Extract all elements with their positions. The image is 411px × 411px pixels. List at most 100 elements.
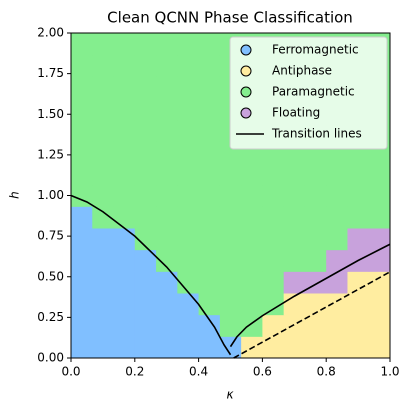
phase-cell <box>71 228 93 251</box>
phase-cell <box>347 206 370 229</box>
phase-cell <box>177 33 200 56</box>
phase-cell <box>156 76 178 99</box>
y-tick-label: 1.50 <box>37 107 64 121</box>
phase-cell <box>219 228 242 251</box>
phase-cell <box>113 293 136 316</box>
phase-cell <box>283 249 306 272</box>
phase-cell <box>92 336 115 359</box>
transition-line <box>229 243 391 348</box>
phase-cell <box>283 163 306 186</box>
phase-cell <box>71 76 93 99</box>
x-tick-label: 0.8 <box>317 365 336 379</box>
phase-cell <box>368 293 391 316</box>
phase-cell <box>198 249 221 272</box>
legend-marker <box>240 65 252 77</box>
y-tick-label: 0.25 <box>37 310 64 324</box>
phase-cell <box>113 98 136 121</box>
phase-cell <box>113 271 136 294</box>
phase-cell <box>113 141 136 164</box>
y-tick-label: 0.75 <box>37 229 64 243</box>
phase-cell <box>177 141 200 164</box>
phase-cell <box>347 163 370 186</box>
phase-cell <box>304 163 327 186</box>
x-tick-label: 0.2 <box>125 365 144 379</box>
phase-cell <box>71 336 93 359</box>
phase-cell <box>156 314 178 337</box>
phase-cell <box>134 249 157 272</box>
phase-cell <box>156 228 178 251</box>
x-tick-label: 0.0 <box>61 365 80 379</box>
legend-label: Antiphase <box>272 64 332 78</box>
phase-cell <box>177 98 200 121</box>
phase-cell <box>134 76 157 99</box>
legend-label: Transition lines <box>271 127 362 141</box>
phase-cell <box>134 184 157 207</box>
phase-cell <box>156 141 178 164</box>
phase-cell <box>347 228 370 251</box>
phase-cell <box>156 293 178 316</box>
phase-cell <box>262 184 285 207</box>
phase-cell <box>177 271 200 294</box>
phase-cell <box>326 249 348 272</box>
phase-cell <box>198 119 221 142</box>
y-tick-label: 1.00 <box>37 188 64 202</box>
phase-cell <box>219 163 242 186</box>
phase-cell <box>326 271 348 294</box>
phase-cell <box>177 184 200 207</box>
phase-cell <box>113 33 136 56</box>
phase-cell <box>262 336 285 359</box>
phase-cell <box>71 293 93 316</box>
phase-cell <box>92 98 115 121</box>
y-axis-label: h <box>8 191 22 199</box>
phase-cell <box>92 54 115 77</box>
phase-cell <box>156 163 178 186</box>
phase-cell <box>219 293 242 316</box>
phase-cell <box>71 98 93 121</box>
phase-cell <box>368 249 391 272</box>
phase-cell <box>134 33 157 56</box>
phase-cell <box>92 76 115 99</box>
phase-cell <box>347 314 370 337</box>
phase-cell <box>177 76 200 99</box>
phase-cell <box>198 76 221 99</box>
phase-cell <box>92 206 115 229</box>
x-tick-label: 1.0 <box>380 365 399 379</box>
phase-cell <box>326 228 348 251</box>
phase-cell <box>92 184 115 207</box>
phase-cell <box>198 293 221 316</box>
phase-cell <box>177 249 200 272</box>
phase-cell <box>326 206 348 229</box>
phase-cell <box>283 228 306 251</box>
phase-cell <box>283 206 306 229</box>
phase-cell <box>71 271 93 294</box>
phase-cell <box>92 163 115 186</box>
phase-cell <box>177 163 200 186</box>
phase-cell <box>156 184 178 207</box>
phase-cell <box>156 119 178 142</box>
phase-cell <box>177 206 200 229</box>
phase-cell <box>347 184 370 207</box>
phase-cell <box>134 119 157 142</box>
legend-box <box>229 36 388 150</box>
phase-cell <box>156 271 178 294</box>
phase-cell <box>177 336 200 359</box>
phase-cell <box>241 184 263 207</box>
phase-cell <box>326 163 348 186</box>
phase-cell <box>71 33 93 56</box>
phase-cell <box>347 271 370 294</box>
phase-cell <box>198 98 221 121</box>
phase-cell <box>134 314 157 337</box>
phase-cell <box>368 228 391 251</box>
phase-cell <box>92 249 115 272</box>
phase-cell <box>113 228 136 251</box>
phase-cell <box>113 249 136 272</box>
phase-cell <box>262 249 285 272</box>
phase-cell <box>219 184 242 207</box>
phase-cell <box>177 314 200 337</box>
phase-cell <box>134 206 157 229</box>
phase-cell <box>304 184 327 207</box>
phase-cell <box>283 184 306 207</box>
phase-cell <box>283 336 306 359</box>
